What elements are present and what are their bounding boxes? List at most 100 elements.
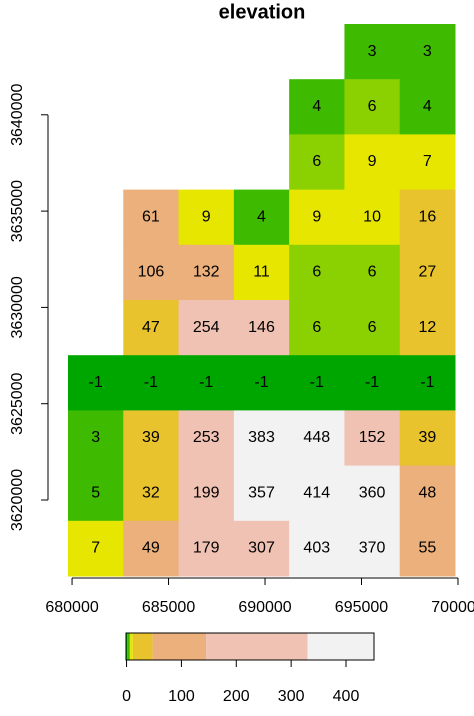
- x-tick-label: 700000: [431, 599, 474, 616]
- cell-label: -1: [199, 374, 213, 391]
- cell-label: 199: [193, 484, 220, 501]
- cell-label: 448: [303, 429, 330, 446]
- cell: [123, 300, 180, 356]
- cell-label: 6: [312, 319, 321, 336]
- cell: [399, 410, 456, 467]
- cell: [344, 189, 401, 246]
- legend-swatch: [307, 633, 374, 660]
- cell: [344, 134, 401, 191]
- cell-label: -1: [310, 374, 324, 391]
- cell: [344, 410, 401, 467]
- cell: [68, 465, 124, 522]
- cell-label: 49: [142, 540, 160, 557]
- cell-label: 9: [202, 208, 211, 225]
- cell-label: 179: [193, 540, 220, 557]
- cell: [233, 189, 290, 246]
- cell-label: 55: [418, 540, 436, 557]
- cell: [68, 410, 124, 467]
- legend-swatch: [127, 633, 130, 660]
- cell-label: 254: [193, 319, 220, 336]
- cell-label: 4: [312, 98, 321, 115]
- cell-label: 106: [138, 264, 165, 281]
- legend-tick-label: 100: [168, 688, 195, 705]
- cell: [344, 520, 401, 577]
- cell-label: -1: [144, 374, 158, 391]
- cell-label: 403: [303, 540, 330, 557]
- cell: [289, 465, 345, 522]
- cell: [123, 410, 180, 467]
- cell: [233, 465, 290, 522]
- cell-label: 383: [248, 429, 275, 446]
- cell-label: 370: [359, 540, 386, 557]
- legend-tick-label: 200: [223, 688, 250, 705]
- legend-swatch: [129, 633, 131, 660]
- x-tick-label: 685000: [142, 599, 195, 616]
- cell: [68, 520, 124, 577]
- cell-label: 9: [312, 208, 321, 225]
- cell-label: 5: [91, 484, 100, 501]
- cell-label: -1: [420, 374, 434, 391]
- cell: [399, 24, 456, 80]
- cell-label: 3: [368, 43, 377, 60]
- cell: [123, 355, 180, 411]
- y-tick-label: 3635000: [9, 180, 26, 242]
- cell-label: 16: [418, 208, 436, 225]
- cell-label: 7: [423, 153, 432, 170]
- cell-label: 253: [193, 429, 220, 446]
- legend-tick-label: 400: [333, 688, 360, 705]
- cell-label: 12: [418, 319, 436, 336]
- cell: [344, 24, 401, 80]
- cell-label: 152: [359, 429, 386, 446]
- y-tick-label: 3620000: [9, 469, 26, 531]
- cell-label: 6: [312, 264, 321, 281]
- cell: [399, 465, 456, 522]
- legend-swatch: [126, 633, 128, 660]
- cell-label: 39: [142, 429, 160, 446]
- cell: [123, 189, 180, 246]
- x-tick-label: 695000: [335, 599, 388, 616]
- cell: [399, 79, 456, 135]
- cell-label: 32: [142, 484, 160, 501]
- legend-swatch: [130, 633, 133, 660]
- cell-label: -1: [89, 374, 103, 391]
- cell: [344, 244, 401, 301]
- cell-label: -1: [254, 374, 268, 391]
- cell-label: 357: [248, 484, 275, 501]
- cell: [178, 520, 235, 577]
- cell: [178, 410, 235, 467]
- cell-label: 307: [248, 540, 275, 557]
- cell: [178, 300, 235, 356]
- cell-label: 27: [418, 264, 436, 281]
- cell-label: 39: [418, 429, 436, 446]
- cell: [289, 79, 345, 135]
- cell: [289, 520, 345, 577]
- cell: [399, 520, 456, 577]
- chart-title: elevation: [219, 1, 306, 23]
- cell-label: 6: [368, 98, 377, 115]
- cell: [178, 244, 235, 301]
- cell-label: 9: [368, 153, 377, 170]
- legend-swatch: [132, 633, 153, 660]
- cell: [123, 244, 180, 301]
- cell: [233, 520, 290, 577]
- cell-label: 10: [363, 208, 381, 225]
- cell-label: 414: [303, 484, 330, 501]
- cell: [233, 410, 290, 467]
- cell-label: 3: [91, 429, 100, 446]
- cell: [123, 465, 180, 522]
- cell: [399, 189, 456, 246]
- legend-frame: [125, 632, 375, 661]
- legend-tick-label: 0: [122, 688, 131, 705]
- cell: [289, 134, 345, 191]
- cell: [289, 410, 345, 467]
- y-tick-label: 3625000: [9, 372, 26, 434]
- cell-label: 61: [142, 208, 160, 225]
- cell-label: 6: [368, 319, 377, 336]
- cell-label: 146: [248, 319, 275, 336]
- cell-label: 4: [423, 98, 432, 115]
- cell: [233, 355, 290, 411]
- cell: [289, 244, 345, 301]
- cell: [68, 355, 124, 411]
- cell: [289, 355, 345, 411]
- x-tick-label: 680000: [45, 599, 98, 616]
